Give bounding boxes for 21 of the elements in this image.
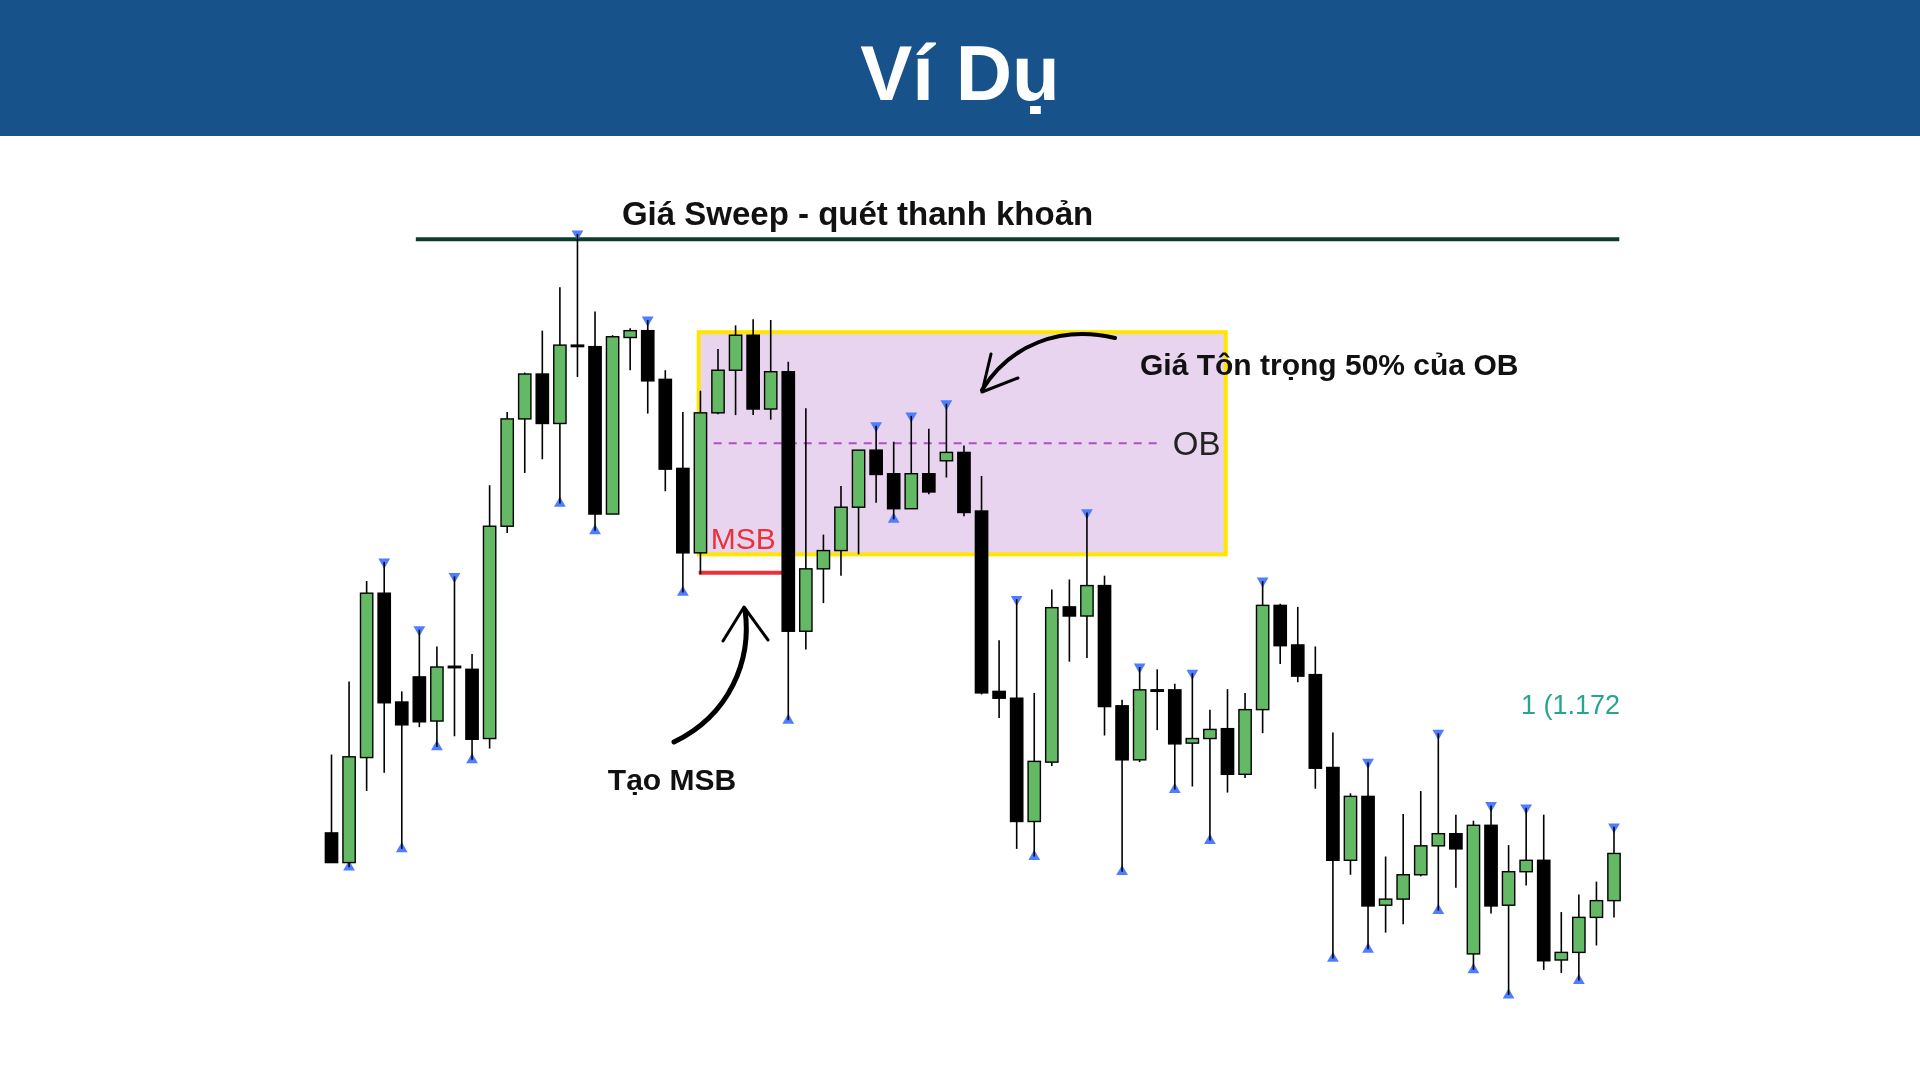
candlestick [394,690,409,850]
candlestick [1589,880,1604,947]
ref-line-label: MSB [710,521,776,555]
candlestick [1378,855,1393,934]
ref-line-label: Giá Sweep - quét thanh khoản [621,195,1094,233]
candlestick [1150,668,1165,731]
candlestick [1185,672,1200,788]
ref-line-label: OB [1172,425,1221,463]
candlestick [1062,578,1077,663]
candlestick [623,327,638,372]
point [413,626,426,637]
candlestick [921,428,936,496]
chart-title: Ví Dụ [860,29,1060,117]
candlestick [1449,813,1463,889]
candlestick [992,639,1006,719]
point [940,400,953,411]
candlestick [570,233,585,378]
annotation: 1 (1.172 [1520,690,1620,720]
candlestick [1554,911,1569,974]
annotation: Tạo MSB [607,763,737,796]
candlestick [816,533,831,604]
